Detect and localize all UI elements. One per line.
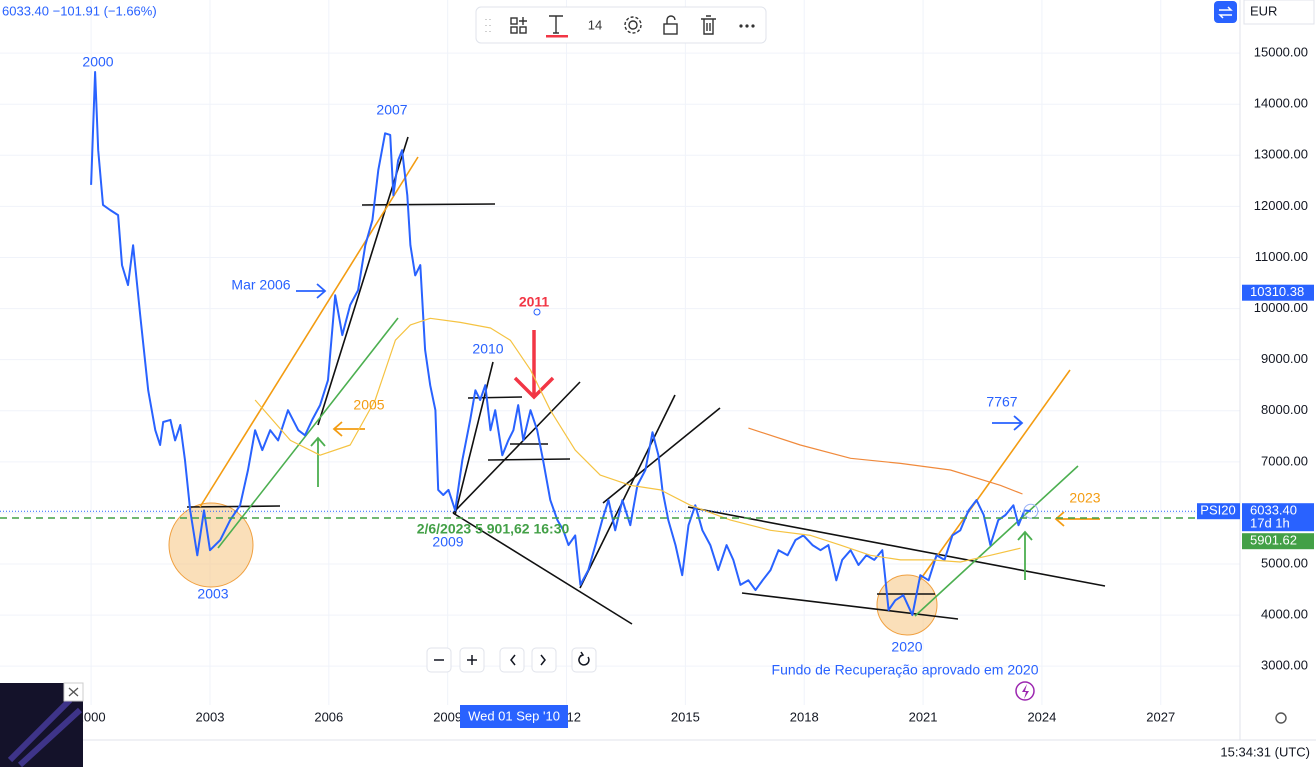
reset[interactable] xyxy=(571,647,597,673)
trend-lines xyxy=(186,136,1106,625)
annotation: 2/6/2023 5 901,62 16:30 xyxy=(417,521,570,537)
y-tick-label: 4000.00 xyxy=(1261,607,1308,622)
x-tick-label: 2018 xyxy=(790,709,819,724)
x-tick-label: 2024 xyxy=(1027,709,1056,724)
drawings xyxy=(168,136,1106,636)
grid xyxy=(0,0,1240,705)
y-tick-label: 15000.00 xyxy=(1254,45,1308,60)
price-badge-label: 10310.38 xyxy=(1250,284,1304,299)
highlight-circle xyxy=(168,502,254,588)
currency-select[interactable] xyxy=(1243,0,1315,25)
x-tick-label: 2015 xyxy=(671,709,700,724)
price-badge xyxy=(1242,533,1314,550)
annotation: 2000 xyxy=(82,54,113,70)
crosshair-label: Wed 01 Sep '10 xyxy=(468,708,560,723)
annotations: 2000 2007 Mar 2006 2011 2010 2005 2009 2… xyxy=(82,54,1100,678)
annotation: Mar 2006 xyxy=(231,277,290,293)
currency: EUR xyxy=(1250,3,1277,18)
annotation: 2009 xyxy=(432,534,463,550)
axes: 3000.004000.005000.006000.007000.008000.… xyxy=(77,45,1314,724)
x-tick-label: 2006 xyxy=(314,709,343,724)
y-tick-label: 8000.00 xyxy=(1261,402,1308,417)
countdown: 17d 1h xyxy=(1250,516,1290,531)
y-tick-label: 14000.00 xyxy=(1254,96,1308,111)
symbol-badge xyxy=(1197,503,1240,520)
sync-button[interactable] xyxy=(1214,1,1237,23)
icon-delete[interactable] xyxy=(701,15,716,35)
last-point xyxy=(1023,503,1039,519)
price-badge-label: 5901.62 xyxy=(1250,533,1297,548)
x-tick-label: 2009 xyxy=(433,709,462,724)
drag-handle[interactable] xyxy=(485,19,491,32)
y-tick-label: 7000.00 xyxy=(1261,453,1308,468)
price-line xyxy=(748,427,1023,495)
scroll-right[interactable] xyxy=(531,647,557,673)
x-tick-label: 2000 xyxy=(77,709,106,724)
icon-lock[interactable] xyxy=(663,23,678,35)
annotation: 2020 xyxy=(891,639,922,655)
trend-lines-orange xyxy=(199,156,1071,581)
annotation: 2005 xyxy=(353,397,384,413)
y-tick-label: 3000.00 xyxy=(1261,658,1308,673)
text-color[interactable] xyxy=(546,35,568,38)
icon-settings[interactable] xyxy=(628,20,638,30)
axis-settings[interactable] xyxy=(1275,712,1287,724)
font-size[interactable]: 14 xyxy=(588,17,602,32)
crosshair-badge xyxy=(460,705,568,728)
price-badge xyxy=(1242,503,1314,532)
symbol-label: PSI20 xyxy=(1200,503,1235,518)
price-badge xyxy=(1242,284,1314,301)
y-tick-label: 9000.00 xyxy=(1261,351,1308,366)
y-tick-label: 5000.00 xyxy=(1261,555,1308,570)
annotation: 7767 xyxy=(986,394,1017,410)
arrows xyxy=(296,283,1100,580)
series-layer xyxy=(0,71,1240,617)
y-tick-label: 10000.00 xyxy=(1254,300,1308,315)
annotation: 2003 xyxy=(197,586,228,602)
clock: 15:34:31 (UTC) xyxy=(1220,744,1310,759)
event-marker[interactable] xyxy=(1015,681,1035,701)
drawing-toolbar: 14 xyxy=(475,6,767,44)
price-line xyxy=(254,317,1021,563)
annotation: 2007 xyxy=(376,102,407,118)
price-header: 6033.40 −101.91 (−1.66%) xyxy=(2,3,157,18)
icon-text[interactable] xyxy=(549,15,563,34)
annotation: Fundo de Recuperação aprovado em 2020 xyxy=(772,662,1039,678)
y-tick-label: 12000.00 xyxy=(1254,198,1308,213)
price-badge-label: 6033.40 xyxy=(1250,503,1297,518)
x-tick-label: 2003 xyxy=(196,709,225,724)
trend-lines-green xyxy=(217,317,1079,617)
icon-add[interactable] xyxy=(510,17,518,25)
scroll-left[interactable] xyxy=(499,647,525,673)
icon-more[interactable] xyxy=(739,24,755,28)
y-tick-label: 13000.00 xyxy=(1254,147,1308,162)
annotation: 2011 xyxy=(519,294,550,310)
toolbar-bg xyxy=(475,6,767,44)
x-tick-label: 2027 xyxy=(1146,709,1175,724)
y-tick-label: 11000.00 xyxy=(1255,249,1308,264)
annotation: 2023 xyxy=(1069,490,1100,506)
annotation: 2010 xyxy=(472,341,503,357)
price-line xyxy=(90,71,1031,617)
marker xyxy=(533,308,541,316)
x-tick-label: 2021 xyxy=(909,709,938,724)
